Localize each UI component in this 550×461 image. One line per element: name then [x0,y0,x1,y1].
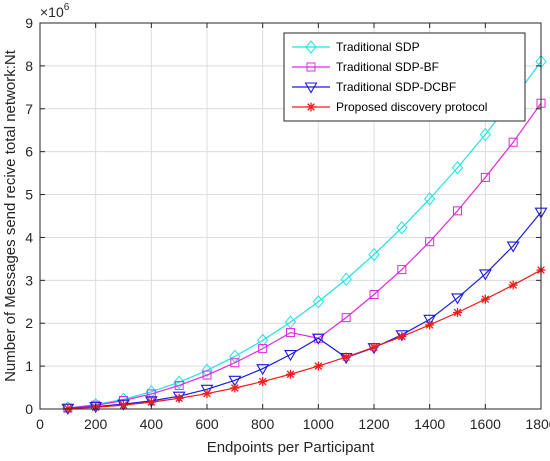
data-point [340,272,352,287]
data-point [397,332,407,342]
data-point [478,269,492,281]
data-point [480,294,490,304]
x-tick-label: 1400 [414,416,445,432]
data-point [425,237,435,247]
data-point [311,333,325,345]
data-point [506,241,520,253]
legend-marker [305,40,317,54]
legend-marker [304,82,318,94]
legend-item: Proposed discovery protocol [292,100,487,114]
y-tick-label: 4 [25,229,33,245]
data-point [172,391,186,403]
data-point [451,160,464,175]
legend-marker [306,102,316,112]
x-tick-label: 1000 [303,416,334,432]
legend-box [283,32,526,122]
data-point [368,247,380,262]
data-point [201,363,213,378]
y-tick-label: 9 [25,15,33,31]
data-point [341,352,351,362]
y-axis-label: Number of Messages send recive total net… [2,49,19,382]
data-point [119,400,128,410]
data-point [173,375,185,389]
data-point [479,127,491,142]
data-point [341,313,351,323]
data-point [256,364,270,376]
legend-label: Traditional SDP-BF [336,60,439,74]
series-4 [63,265,546,414]
data-point [480,172,490,182]
series-line [67,102,542,409]
legend-label: Traditional SDP-DCBF [336,80,456,94]
data-point [284,349,297,362]
legend-label: Traditional SDP [336,40,420,54]
x-tick-label: 200 [84,416,108,432]
x-axis-label: Endpoints per Participant [207,439,375,456]
y-tick-label: 5 [25,187,33,203]
data-point [257,333,269,348]
y-exponent-label: ×106 [40,2,70,20]
legend-marker [306,62,316,72]
y-tick-label: 7 [25,101,33,117]
x-tick-label: 400 [140,416,164,432]
y-tick-label: 2 [25,315,33,331]
data-point [397,265,407,275]
y-exponent-base: ×10 [40,4,64,20]
x-tick-label: 800 [251,416,275,432]
plot-frame [39,22,542,410]
x-tick-label: 0 [36,416,44,432]
data-point [453,206,462,216]
data-point [258,377,268,387]
y-tick-label: 1 [25,358,33,374]
data-point [202,370,212,380]
data-point [423,314,437,326]
data-point [312,294,324,309]
data-point [230,383,240,393]
data-point [396,221,408,235]
data-point [313,361,323,371]
series-layer [61,54,548,415]
legend-item: Traditional SDP-BF [292,60,439,74]
data-point [174,380,184,390]
data-point [424,192,436,206]
data-point [258,344,268,354]
y-tick-label: 0 [25,401,33,417]
x-tick-label: 1600 [470,416,501,432]
data-point [425,320,435,330]
data-point [286,369,295,379]
y-tick-label: 3 [25,272,33,288]
y-tick-label: 6 [25,144,33,160]
data-point [508,280,518,290]
x-tick-label: 600 [195,416,219,432]
data-point [508,137,518,147]
legend-label: Proposed discovery protocol [336,100,487,114]
data-point [228,375,242,387]
data-point [451,293,464,305]
data-point [230,358,240,368]
series-line [67,269,542,410]
data-point [202,389,212,399]
legend-item: Traditional SDP-DCBF [292,80,456,94]
x-tick-label: 1200 [358,416,389,432]
data-point [286,328,295,338]
series-line [67,61,542,409]
data-point [369,342,379,352]
y-tick-label: 8 [25,58,33,74]
y-exponent-power: 6 [64,2,70,13]
legend: Traditional SDP Traditional SDP-BF Traditi… [283,32,526,122]
data-point [453,308,462,317]
data-point [174,393,184,403]
legend-item: Traditional SDP [292,40,420,54]
data-point [369,289,379,299]
